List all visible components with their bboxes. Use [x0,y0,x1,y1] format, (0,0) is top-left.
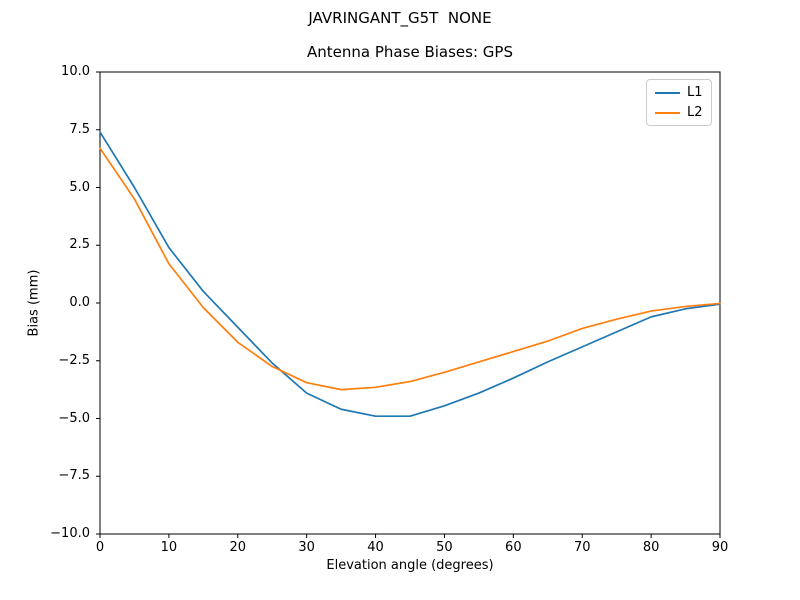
y-tick-label: 2.5 [69,237,90,253]
x-tick-label: 90 [711,540,729,555]
series-line-l2 [99,147,721,391]
series-line-l1 [99,131,721,418]
axes-frame [99,71,721,535]
y-tick-label: 7.5 [69,121,90,137]
x-tick-label: 80 [642,540,660,555]
legend-line-sample-l1 [655,91,680,94]
y-tick-label: 0.0 [69,295,90,310]
x-tick-label: 60 [505,540,522,555]
y-tick-label: −7.5 [58,468,90,484]
x-tick-label: 40 [367,540,384,555]
x-tick-label: 10 [160,540,178,555]
axes-title: Antenna Phase Biases: GPS [307,43,513,61]
legend-item-l2: L2 [655,105,703,120]
x-axis-label: Elevation angle (degrees) [326,558,494,573]
x-tick-label: 30 [298,540,315,555]
x-tick-label: 50 [436,540,453,555]
legend-line-sample-l2 [655,111,680,114]
y-tick-label: 5.0 [69,179,90,195]
legend-label: L1 [687,85,703,100]
y-tick-label: −2.5 [58,352,90,368]
x-tick-label: 0 [95,540,105,555]
y-tick-label: 10.0 [61,64,90,79]
y-tick-label: −5.0 [58,410,90,426]
legend-items: L1 L2 [655,85,703,120]
figure-suptitle: JAVRINGANT_G5T NONE [308,9,492,27]
y-tick-label: −10.0 [50,526,90,541]
legend: L1 L2 [646,79,712,126]
legend-item-l1: L1 [655,85,703,100]
x-tick-label: 70 [573,540,591,555]
x-tick-label: 20 [229,540,247,555]
legend-label: L2 [687,105,703,120]
